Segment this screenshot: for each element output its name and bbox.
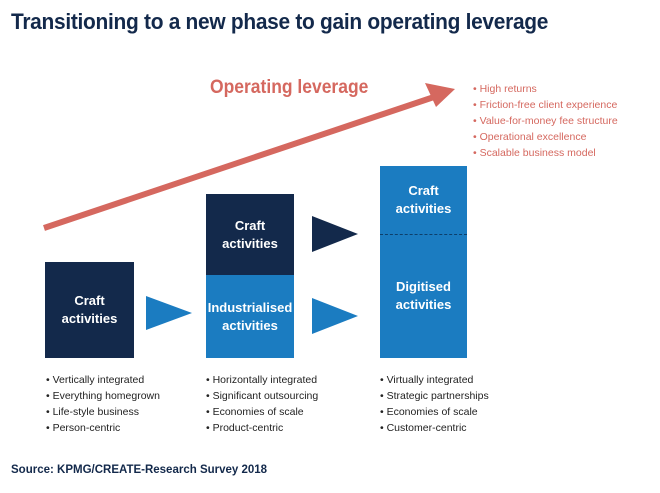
benefit-item: • Value-for-money fee structure [473,115,618,127]
phase2-craft-label: Craft activities [222,217,278,251]
benefit-item: • Scalable business model [473,147,596,159]
list-item: Economies of scale [206,404,318,420]
phase3-craft-section: Craft activities [380,166,467,234]
benefit-item: • Friction-free client experience [473,99,618,111]
phase3-digitised-label: Digitised activities [395,279,452,312]
phase3-craft-label: Craft activities [395,183,452,216]
list-item: Person-centric [46,420,160,436]
phase2-industrialised-box: Industrialised activities [206,275,294,358]
list-item: Economies of scale [380,404,489,420]
phase3-divider [380,234,467,235]
transition-arrow-2-industrialised [312,298,358,334]
benefit-item: • High returns [473,83,537,95]
phase2-craft-box: Craft activities [206,194,294,275]
benefits-list: • High returns • Friction-free client ex… [473,81,618,161]
page-title: Transitioning to a new phase to gain ope… [11,9,549,34]
list-item: Virtually integrated [380,372,489,388]
list-item: Significant outsourcing [206,388,319,404]
operating-leverage-label: Operating leverage [210,77,369,98]
phase3-box [380,166,467,358]
list-item: Strategic partnerships [380,388,489,404]
phase3-bullets: Virtually integrated Strategic partnersh… [380,372,489,436]
list-item: Life-style business [46,404,160,420]
operating-leverage-arrowhead [425,83,455,107]
list-item: Vertically integrated [46,372,160,388]
phase2-industrialised-label: Industrialised activities [207,299,293,333]
phase1-craft-box: Craft activities [45,262,134,358]
phase1-craft-label: Craft activities [61,293,118,326]
phase1-bullets: Vertically integrated Everything homegro… [46,372,160,436]
source-note: Source: KPMG/CREATE-Research Survey 2018 [11,464,268,476]
phase2-bullets: Horizontally integrated Significant outs… [206,372,319,436]
transition-arrow-1 [146,296,192,330]
list-item: Customer-centric [380,420,489,436]
operating-leverage-arrow-shaft [43,94,435,231]
list-item: Everything homegrown [46,388,160,404]
benefit-item: • Operational excellence [473,131,587,143]
transition-arrow-2-craft [312,216,358,252]
list-item: Horizontally integrated [206,372,318,388]
list-item: Product-centric [206,420,318,436]
phase3-digitised-section: Digitised activities [380,234,467,358]
